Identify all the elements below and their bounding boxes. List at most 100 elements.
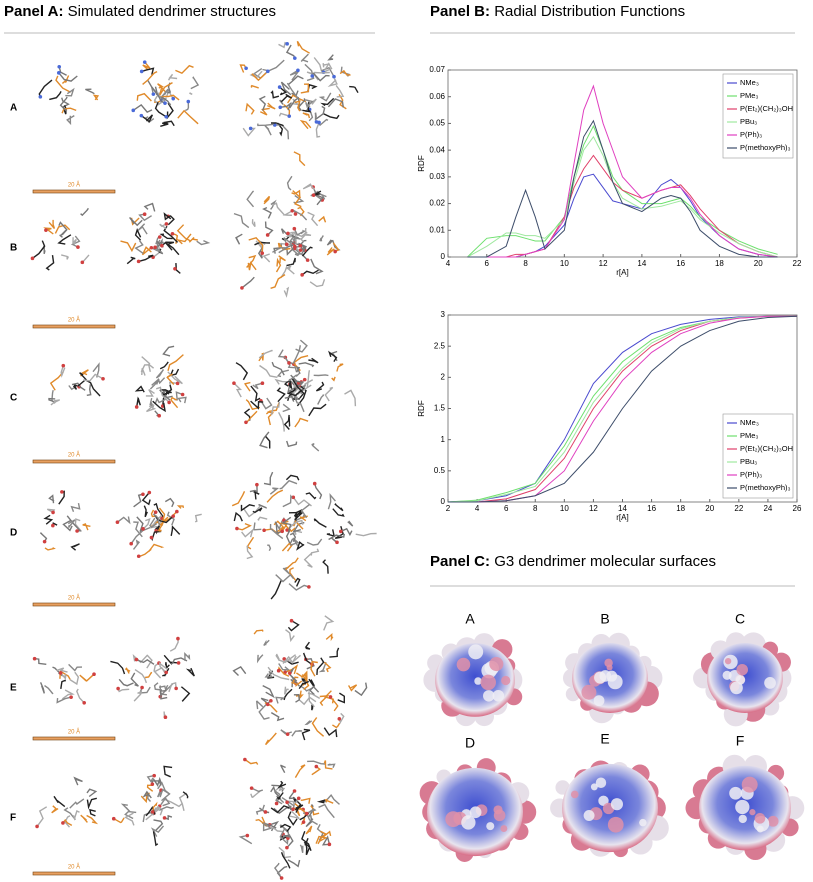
bond <box>263 195 271 205</box>
scale-label: 20 Å <box>68 729 80 736</box>
bond <box>238 834 253 845</box>
bond <box>44 547 56 551</box>
bond <box>263 471 274 486</box>
atom <box>174 686 178 691</box>
bond <box>38 79 53 98</box>
bond <box>275 696 286 704</box>
bond <box>270 122 284 127</box>
bond <box>262 821 272 832</box>
bond <box>277 349 290 364</box>
bond <box>161 94 180 101</box>
bond <box>278 112 288 117</box>
bond <box>154 101 167 118</box>
bond <box>70 502 81 512</box>
atom <box>149 245 154 250</box>
bond <box>159 806 174 811</box>
bond <box>293 807 304 817</box>
bond <box>307 211 319 227</box>
x-tick-label: 20 <box>754 259 763 268</box>
bond <box>155 386 170 403</box>
bond <box>332 508 345 517</box>
atom <box>157 413 161 418</box>
scale-bar <box>32 736 116 741</box>
bond <box>280 852 291 869</box>
atom <box>134 405 139 409</box>
bond <box>160 95 172 106</box>
bond <box>270 805 292 814</box>
bond <box>250 385 261 402</box>
bond <box>321 830 332 838</box>
bond <box>61 107 77 114</box>
atom <box>149 535 154 540</box>
bond <box>279 86 288 96</box>
bond <box>285 528 294 546</box>
x-tick-label: 6 <box>504 504 509 513</box>
bond <box>267 102 276 110</box>
bond <box>254 241 271 246</box>
panel-c-title: Panel C: G3 dendrimer molecular surfaces <box>430 553 716 570</box>
bond <box>72 237 77 245</box>
atom <box>262 528 266 533</box>
bond <box>294 417 309 428</box>
row-label: F <box>10 813 16 824</box>
bond <box>246 190 255 208</box>
bond <box>355 532 377 537</box>
bond <box>68 663 83 672</box>
bond <box>299 245 307 253</box>
bond <box>287 797 300 807</box>
atom <box>287 114 292 118</box>
bond <box>166 102 174 120</box>
bond <box>281 797 295 810</box>
bond <box>279 828 289 845</box>
surface <box>693 632 792 727</box>
bond <box>142 70 158 85</box>
bond <box>291 378 305 399</box>
bond <box>130 526 151 545</box>
bond <box>283 103 291 117</box>
bond <box>253 522 262 531</box>
bond <box>85 88 95 95</box>
atom <box>291 495 296 500</box>
bond <box>302 812 318 826</box>
legend-label: P(Et₂)(CH₂)₃OH <box>740 104 793 113</box>
atom <box>317 120 321 125</box>
bond <box>132 103 153 113</box>
bond <box>323 760 333 770</box>
bond <box>286 264 292 270</box>
bond <box>318 215 327 223</box>
bond <box>300 83 310 94</box>
molecule <box>233 175 341 298</box>
patch <box>570 790 579 799</box>
legend-label: P(Ph)₃ <box>740 130 762 139</box>
bond <box>61 75 70 84</box>
bond <box>140 114 154 123</box>
x-tick-label: 6 <box>485 259 490 268</box>
x-tick-label: 10 <box>560 259 569 268</box>
atom <box>80 260 85 265</box>
bond <box>275 522 282 535</box>
bond <box>63 807 76 821</box>
patch <box>607 816 624 833</box>
bond <box>235 233 243 245</box>
bond <box>334 503 344 512</box>
bond <box>312 186 324 206</box>
bond <box>49 91 62 101</box>
legend-label: PMe₃ <box>740 91 758 100</box>
y-tick-label: 3 <box>441 310 446 319</box>
atom <box>164 222 169 226</box>
atom <box>129 541 133 546</box>
atom <box>131 108 136 113</box>
bond <box>165 662 170 670</box>
bond <box>60 672 67 680</box>
bond <box>259 431 270 449</box>
bond <box>158 661 169 673</box>
bond <box>311 442 320 452</box>
surface-label: E <box>600 731 609 747</box>
bond <box>255 804 265 815</box>
bond <box>269 487 280 495</box>
patch <box>595 777 607 788</box>
bond <box>280 81 292 96</box>
bond <box>262 253 271 263</box>
bond <box>136 396 141 408</box>
bond <box>153 819 164 832</box>
